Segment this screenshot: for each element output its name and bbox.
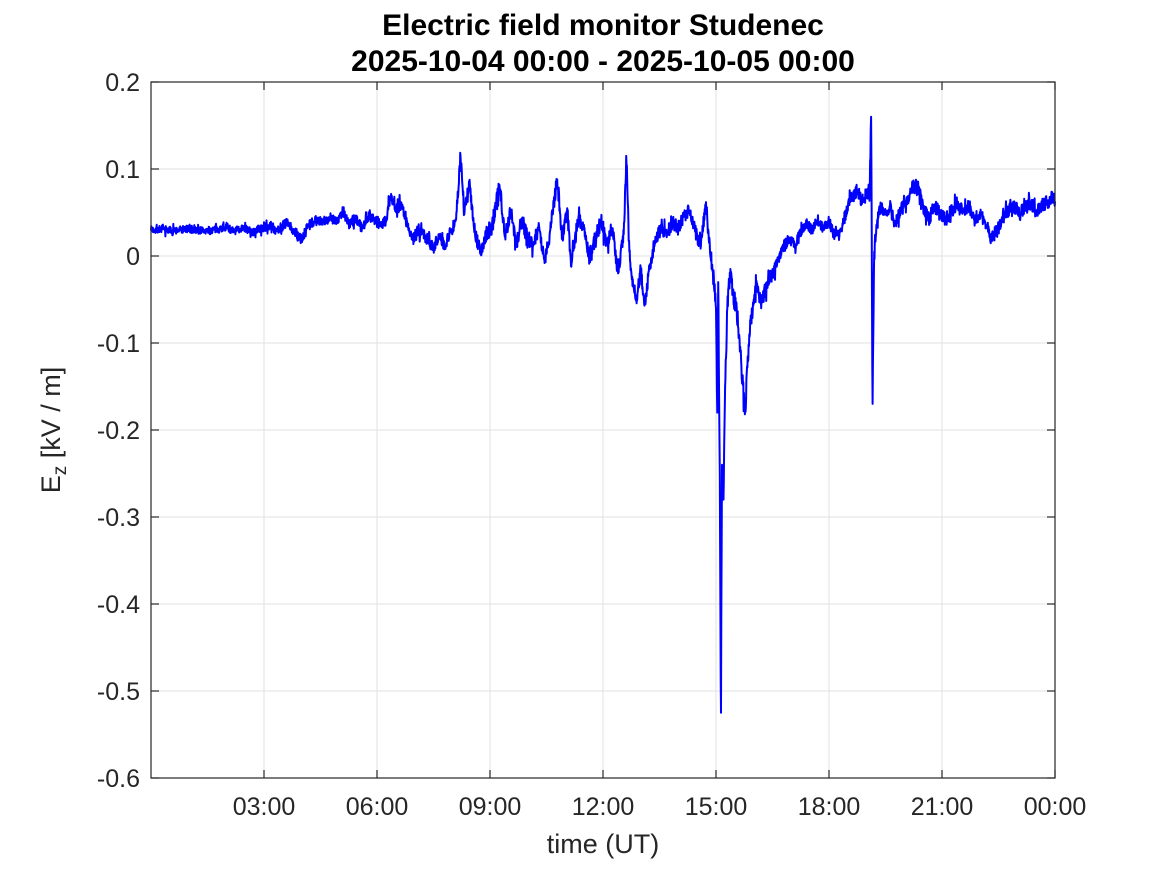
x-tick-label: 15:00 <box>685 793 748 821</box>
x-tick-label: 00:00 <box>1024 793 1087 821</box>
y-axis-label-symbol: E <box>35 475 66 494</box>
y-axis-label-units: [kV / m] <box>35 366 66 466</box>
x-axis-label: time (UT) <box>546 829 660 859</box>
y-axis-label: Ez [kV / m] <box>36 367 72 494</box>
grid-lines <box>151 82 1055 778</box>
x-tick-label: 21:00 <box>911 793 974 821</box>
y-tick-label: -0.2 <box>97 417 140 445</box>
axes <box>150 81 1056 779</box>
x-tick-label: 12:00 <box>572 793 635 821</box>
y-tick-label: 0.2 <box>105 69 140 97</box>
y-tick-label: -0.6 <box>97 765 140 793</box>
ez-series-line <box>150 115 1056 714</box>
tick-labels: 03:00 06:00 09:00 12:00 15:00 18:00 21:00 00:00… <box>97 69 1086 821</box>
x-tick-label: 03:00 <box>233 793 296 821</box>
y-tick-label: -0.3 <box>97 504 140 532</box>
x-tick-label: 09:00 <box>459 793 522 821</box>
y-tick-label: 0 <box>126 243 140 271</box>
chart-subtitle: 2025-10-04 00:00 - 2025-10-05 00:00 <box>351 45 855 78</box>
chart-title: Electric field monitor Studenec <box>382 9 824 42</box>
y-tick-label: -0.5 <box>97 678 140 706</box>
x-tick-label: 06:00 <box>346 793 409 821</box>
y-tick-label: -0.1 <box>97 330 140 358</box>
x-tick-label: 18:00 <box>798 793 861 821</box>
y-axis-label-subscript: z <box>50 465 72 476</box>
y-tick-label: 0.1 <box>105 156 140 184</box>
y-tick-label: -0.4 <box>97 591 140 619</box>
